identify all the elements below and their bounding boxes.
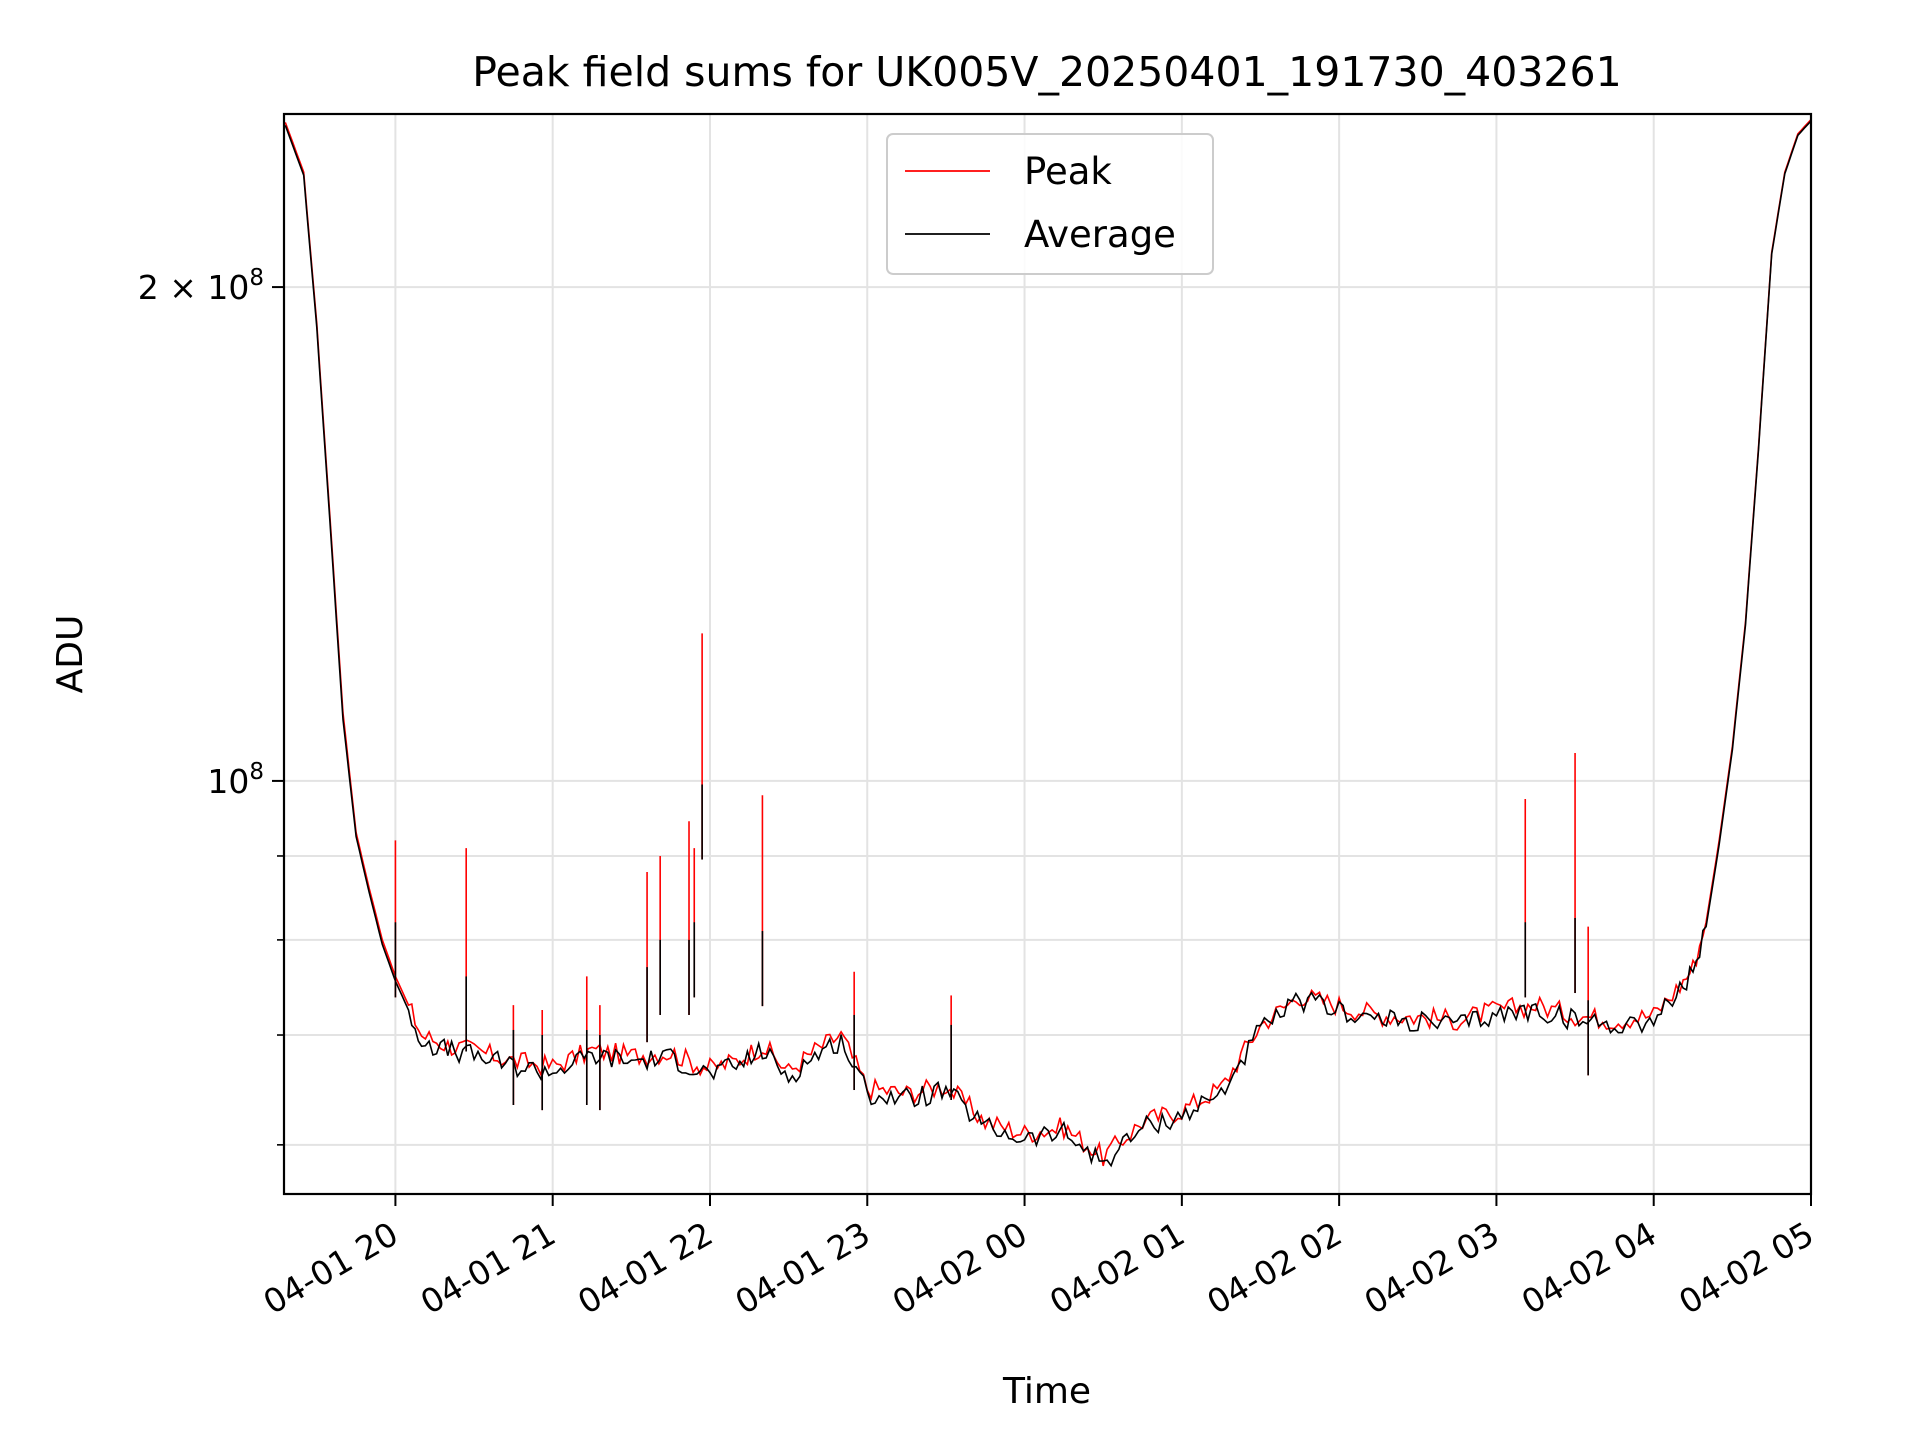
series-line-peak <box>284 119 1811 1167</box>
legend-label-average: Average <box>1024 213 1176 256</box>
legend-box <box>886 133 1214 275</box>
x-axis-label: Time <box>1002 1371 1091 1412</box>
x-tick-label: 04-02 03 <box>1358 1214 1506 1322</box>
x-tick-label: 04-02 05 <box>1672 1214 1820 1322</box>
x-tick-label: 04-02 04 <box>1515 1214 1663 1322</box>
plot-lines <box>284 119 1811 1168</box>
axes: 04-01 20 04-01 21 04-01 22 04-01 23 04-02 00… <box>138 265 1820 1322</box>
x-tick-label: 04-01 22 <box>571 1214 719 1322</box>
x-tick-label: 04-02 00 <box>886 1214 1034 1322</box>
chart-title: Peak field sums for UK005V_20250401_1917… <box>472 48 1621 96</box>
legend-label-peak: Peak <box>1024 150 1112 193</box>
y-axis-label: ADU <box>50 615 91 694</box>
grid <box>284 114 1812 1194</box>
series-line-average <box>284 120 1811 1168</box>
x-tick-label: 04-02 01 <box>1043 1214 1191 1322</box>
plot-frame <box>282 112 1813 1196</box>
y-tick-label: 2 × 108 <box>138 265 264 307</box>
x-tick-label: 04-01 20 <box>257 1214 405 1322</box>
x-tick-label: 04-01 23 <box>728 1214 876 1322</box>
x-tick-label: 04-01 21 <box>414 1214 562 1322</box>
y-tick-label: 108 <box>207 759 264 801</box>
legend: Peak Average <box>886 133 1214 275</box>
x-tick-label: 04-02 02 <box>1200 1214 1348 1322</box>
